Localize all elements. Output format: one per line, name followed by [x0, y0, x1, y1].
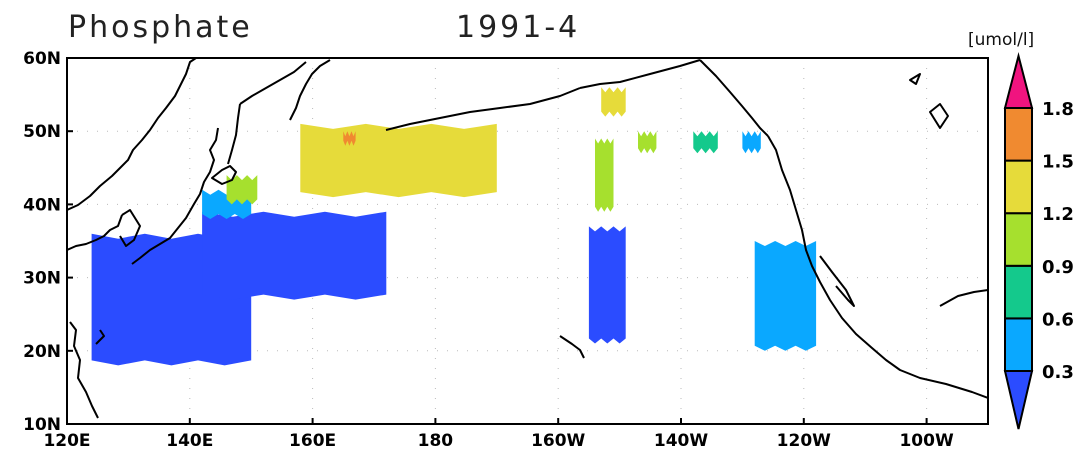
y-tick-label-1: 20N: [23, 342, 61, 362]
colorbar-segment-4: [1004, 107, 1033, 162]
field-ne-pacific-1: [638, 131, 657, 154]
field-transect-152W: [588, 226, 626, 344]
coast-japan: [131, 127, 219, 265]
coastlines: [67, 58, 988, 419]
field-japan-north-green: [226, 175, 258, 205]
map-date: 1991-4: [456, 10, 581, 45]
field-ne-pacific-2: [693, 131, 718, 154]
colorbar-label-5: 1.8: [1042, 99, 1074, 120]
colorbar-segment-3: [1004, 159, 1033, 215]
axes: 120E 140E 160E 180 160W 140W 120W 100W 10N 20N 30N…: [23, 49, 954, 451]
colorbar-low-triangle: [1003, 370, 1034, 430]
coast-alaska: [579, 59, 701, 89]
field-ne-pacific-3: [742, 131, 761, 154]
coast-china-south: [67, 214, 123, 251]
x-tick-label-3: 180: [418, 431, 454, 451]
x-tick-label-1: 140E: [166, 431, 213, 451]
colorbar-label-3: 1.2: [1042, 204, 1074, 225]
colorbar-segment-1: [1004, 264, 1033, 320]
colorbar-high-triangle: [1003, 52, 1034, 109]
field-transect-152W-north: [595, 138, 614, 212]
x-tick-label-0: 120E: [43, 431, 90, 451]
colorbar-label-2: 0.9: [1042, 257, 1074, 278]
field-california: [754, 241, 817, 351]
coast-korea: [119, 209, 141, 247]
field-kuroshio-ext: [202, 211, 387, 300]
x-tick-label-2: 160E: [289, 431, 336, 451]
field-nw-pacific-core: [343, 131, 356, 146]
colorbar-label-1: 0.6: [1042, 309, 1074, 330]
y-tick-label-0: 10N: [23, 415, 61, 435]
colorbar-units: [umol/l]: [968, 30, 1035, 50]
coast-japan-hokkaido: [211, 165, 237, 185]
field-nw-pacific-band: [300, 123, 497, 198]
colorbar-segment-2: [1004, 212, 1033, 267]
phosphate-field: [91, 87, 817, 366]
coast-alaska-south: [699, 59, 769, 137]
x-tick-label-7: 100W: [899, 431, 953, 451]
coast-hawaii: [559, 335, 585, 359]
coast-canada-islands: [909, 73, 921, 85]
x-tick-label-4: 160W: [531, 431, 585, 451]
y-tick-label-4: 50N: [23, 122, 61, 142]
x-tick-label-5: 140W: [654, 431, 708, 451]
map-frame: [66, 57, 989, 425]
coast-sakhalin: [227, 103, 241, 165]
y-tick-label-3: 40N: [23, 195, 61, 215]
coast-taiwan: [95, 329, 105, 345]
coast-philippines: [69, 321, 99, 419]
coast-na-west: [767, 135, 988, 399]
colorbar-label-4: 1.5: [1042, 152, 1074, 173]
colorbar-segment-0: [1004, 317, 1033, 372]
field-gulf-alaska: [601, 87, 626, 117]
coast-aleutians: [385, 87, 581, 131]
colorbar: 0.3 0.6 0.9 1.2 1.5 1.8: [1003, 52, 1074, 430]
map-title: Phosphate: [68, 10, 253, 45]
coast-asia: [67, 58, 197, 211]
coast-mexico-gulf: [939, 289, 988, 307]
coast-hudson: [929, 103, 949, 129]
y-tick-label-5: 60N: [23, 49, 61, 69]
coast-okhotsk: [239, 61, 307, 105]
colorbar-label-0: 0.3: [1042, 362, 1074, 383]
x-tick-label-6: 120W: [777, 431, 831, 451]
y-tick-label-2: 30N: [23, 269, 61, 289]
coast-baja: [819, 255, 855, 307]
coast-kamchatka: [289, 59, 331, 121]
